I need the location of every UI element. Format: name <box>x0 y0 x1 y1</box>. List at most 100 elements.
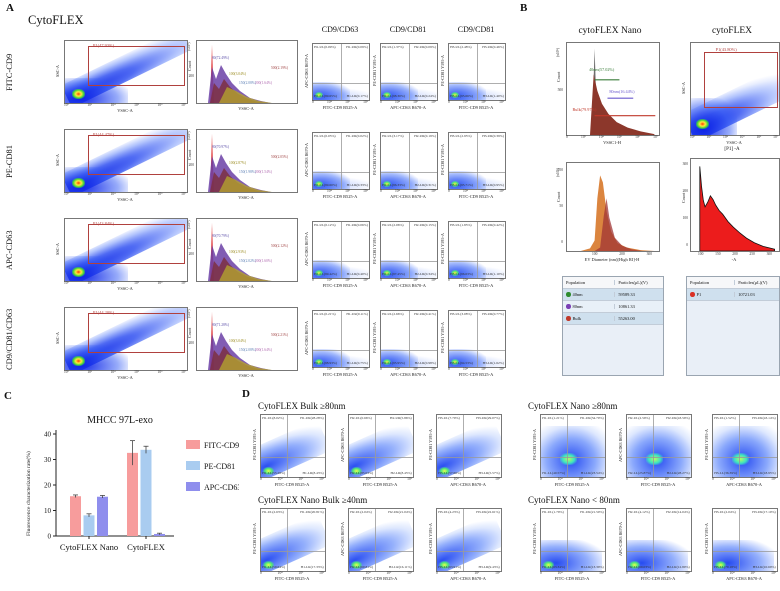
tick-label: 10³ <box>87 281 92 285</box>
y-tick-label: 200 <box>188 341 194 345</box>
x-axis-label: VSSC-A <box>117 197 133 202</box>
density-hotspot <box>314 91 323 98</box>
col-header-cd9cd63: CD9/CD63 <box>321 25 359 34</box>
tick-label: 0 <box>436 571 438 575</box>
tick-label: 10⁵ <box>750 571 756 575</box>
table-cell-population: 40nm <box>563 292 614 297</box>
tick-label: 10⁵ <box>616 135 622 139</box>
a-scatter-3: P1(44.20%) <box>64 307 188 371</box>
quadrant-vline <box>477 133 478 189</box>
tick-label: 10⁵ <box>750 477 756 481</box>
x-axis-label: VSSC-A <box>238 195 254 200</box>
y-axis-label: APC-CD63 R670-A <box>618 427 623 463</box>
tick-label: 10⁵ <box>298 571 304 575</box>
density-hotspot <box>450 91 459 98</box>
gate-label: P1(44.20%) <box>93 309 115 315</box>
table-cell-particles: 55263.00 <box>614 316 663 321</box>
quad-ul-label: H2-UL(4.12%) <box>628 510 650 515</box>
quadrant-hline <box>541 457 605 459</box>
density-hotspot <box>438 467 450 476</box>
tick-label: 10⁶ <box>363 100 368 104</box>
svg-text:FITC-CD9: FITC-CD9 <box>204 441 239 450</box>
x-ticks: 0 10⁴ 10⁵ 10⁶ <box>348 571 412 576</box>
b-table-left: Population Particles(μL)(V) 40nm 59589.33 80… <box>562 276 664 376</box>
hist-gate-label: 100(3.04%) <box>229 339 247 343</box>
tick-label: 0 <box>260 571 262 575</box>
a-quad-2-2: H3-UL(1.85%) H3-UR(0.42%) H3-LL(96.63%) H3-… <box>448 221 506 279</box>
quad-ur-label: H3-UR(22.61%) <box>476 510 500 515</box>
quad-lr-label: H2-LR(12.80%) <box>666 565 690 570</box>
scatter-hotspot <box>696 119 710 130</box>
quadrant-hline <box>713 551 777 553</box>
quadrant-hline <box>313 83 369 85</box>
svg-text:APC-CD63: APC-CD63 <box>204 483 239 492</box>
y-axis-label: PE-CD81 Y595-A <box>532 523 537 555</box>
x-axis-label: FITC-CD9 B525-A <box>362 576 398 581</box>
svg-text:20: 20 <box>44 482 52 490</box>
tick-label: 10⁴ <box>395 278 400 282</box>
y-axis-label: PE-CD81 Y595-A <box>428 523 433 555</box>
a-scatter-1: P1(44.47%) <box>64 129 188 193</box>
quad-ur-label: H1-UR(0.06%) <box>346 223 368 228</box>
quadrant-vline <box>652 415 654 477</box>
tick-label: 100 <box>592 252 598 256</box>
quad-ul-label: H1-UL(2.63%) <box>262 510 284 515</box>
table-header: Population Particles(μL)(V) <box>563 277 663 289</box>
quadrant-vline <box>374 415 376 477</box>
a-hist-0: 80(72.49%) 100(3.04%) 150(2.08%) 200(1.64%)… <box>196 40 298 104</box>
tick-label: 10⁴ <box>395 367 400 371</box>
quad-ul-label: H3-UL(3.08%) <box>450 312 472 317</box>
quad-lr-label: H3-LR(1.62%) <box>482 361 504 366</box>
x-axis-label: FITC-CD9 B525-A <box>554 576 590 581</box>
tick-label: 10⁴ <box>110 370 116 374</box>
quadrant-vline <box>286 415 288 477</box>
quad-lr-label: H2-LR(0.31%) <box>414 183 436 188</box>
density-streak <box>385 354 437 367</box>
hist-gate-label: 100(2.93%) <box>229 250 247 254</box>
y-tick-label: 300 <box>682 162 688 166</box>
tick-label: 200 <box>619 252 625 256</box>
density-hotspot <box>646 452 664 465</box>
quad-ul-label: H1-UL(0.05%) <box>314 134 336 139</box>
y-tick-label: 100 <box>682 216 688 220</box>
density-hotspot <box>382 269 391 276</box>
d-group-title-0: CytoFLEX Bulk ≥80nm <box>258 401 346 411</box>
a-quad-2-1: H2-UL(2.06%) H2-UR(0.15%) H2-LL(97.45%) H2-… <box>380 221 438 279</box>
tick-label: 10⁷ <box>181 370 186 374</box>
y-tick-label: 200 <box>682 189 688 193</box>
tick-label: 10⁷ <box>773 135 778 139</box>
quad-lr-label: H1-LR(0.33%) <box>346 183 368 188</box>
y-tick-label: 200 <box>188 74 194 78</box>
quad-ll-label: H3-LL(95.66%) <box>450 94 473 99</box>
a-quad-3-0: H1-UL(0.21%) H1-UR(0.11%) H1-LL(98.93%) H1-… <box>312 310 370 368</box>
quad-ll-label: H3-LL(57.66%) <box>438 471 462 476</box>
quadrant-vline <box>341 133 342 189</box>
y-axis-label: SSC-A <box>55 243 60 255</box>
tick-label: 10⁵ <box>413 100 418 104</box>
quadrant-vline <box>341 44 342 100</box>
table-header-population: Population <box>690 280 710 285</box>
quad-ul-label: H1-UL(8.02%) <box>262 416 284 421</box>
quadrant-vline <box>409 133 410 189</box>
tick-label: 10⁴ <box>598 135 604 139</box>
quad-ll-label: H1-LL(99.65%) <box>314 94 337 99</box>
x-axis-label: APC-CD63 R670-A <box>726 576 762 581</box>
tick-label: 10³ <box>706 135 712 139</box>
tick-label: 10⁶ <box>499 100 504 104</box>
table-cell-population: P1 <box>687 292 734 297</box>
tick-label: 10⁶ <box>756 135 762 139</box>
tick-label: 0 <box>312 189 314 193</box>
tick-label: 10³ <box>581 135 586 139</box>
quadrant-vline <box>462 509 464 571</box>
tick-label: 0 <box>436 477 438 481</box>
quad-ur-label: H2-UR(43.59%) <box>666 416 690 421</box>
tick-label: 10⁴ <box>327 100 332 104</box>
hist-gate-label: 200(1.64%) <box>255 80 273 85</box>
quad-ll-label: H2-LL(25.87%) <box>628 471 652 476</box>
y-axis-unit: (x10⁵) <box>187 42 191 52</box>
y-axis-unit: (x10⁵) <box>187 131 191 141</box>
y-axis-label: PE-CD81 Y595-A <box>440 233 445 265</box>
density-hotspot <box>314 358 323 365</box>
tick-label: 10⁶ <box>771 571 776 575</box>
y-axis-label: SSC-A <box>681 82 686 94</box>
